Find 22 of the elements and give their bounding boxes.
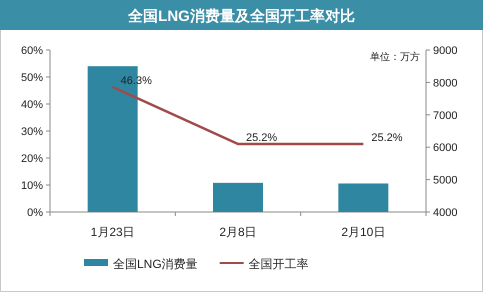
y-tick-label: 50%: [20, 72, 44, 84]
y2-tick-label: 7000: [433, 110, 458, 122]
y2-tick-label: 6000: [433, 142, 458, 154]
x-tick-label: 1月23日: [90, 225, 135, 239]
chart-title: 全国LNG消费量及全国开工率对比: [127, 7, 355, 25]
y2-tick-label: 5000: [433, 174, 458, 187]
y-tick-label: 0%: [27, 207, 44, 219]
y-tick-label: 60%: [20, 45, 44, 57]
y2-tick-label: 9000: [433, 45, 458, 57]
y-tick-label: 40%: [20, 99, 44, 111]
data-label: 25.2%: [246, 132, 278, 144]
y-tick-label: 20%: [20, 153, 44, 165]
y2-tick-label: 8000: [433, 77, 458, 90]
x-tick-label: 2月10日: [341, 225, 386, 239]
x-tick-label: 2月8日: [219, 225, 257, 239]
y-tick-label: 10%: [20, 180, 44, 192]
y-tick-label: 30%: [20, 126, 44, 138]
legend-label: 全国开工率: [248, 257, 309, 271]
annotation: 单位：万方: [370, 51, 420, 63]
y2-tick-label: 4000: [433, 207, 458, 219]
data-label: 25.2%: [371, 132, 403, 144]
legend-label: 全国LNG消费量: [113, 257, 198, 271]
